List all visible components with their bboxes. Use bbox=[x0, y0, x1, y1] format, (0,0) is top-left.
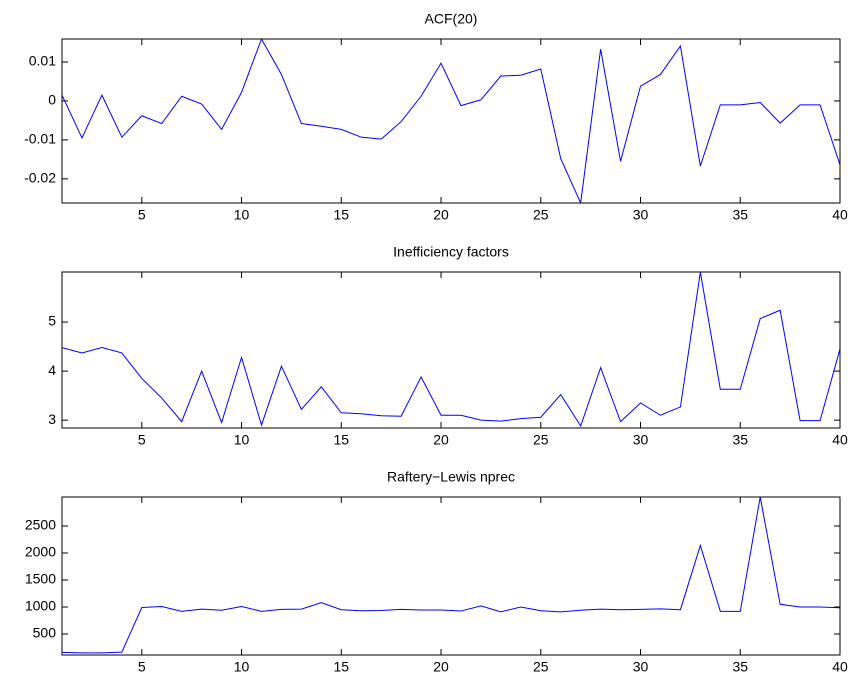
chart-title: Inefficiency factors bbox=[393, 244, 509, 260]
y-tick-label: -0.01 bbox=[24, 131, 56, 147]
y-tick-label: 1000 bbox=[25, 598, 56, 614]
x-tick-label: 5 bbox=[138, 659, 146, 675]
x-tick-label: 25 bbox=[533, 207, 549, 223]
x-tick-label: 5 bbox=[138, 432, 146, 448]
x-tick-label: 25 bbox=[533, 432, 549, 448]
chart-title: ACF(20) bbox=[425, 11, 478, 27]
y-tick-label: 2500 bbox=[25, 517, 56, 533]
y-tick-label: 0.01 bbox=[29, 53, 56, 69]
x-tick-label: 10 bbox=[234, 432, 250, 448]
data-line bbox=[62, 497, 840, 654]
x-tick-label: 35 bbox=[732, 432, 748, 448]
x-tick-label: 20 bbox=[433, 659, 449, 675]
x-tick-label: 30 bbox=[633, 432, 649, 448]
x-tick-label: 35 bbox=[732, 659, 748, 675]
y-tick-label: 2000 bbox=[25, 544, 56, 560]
data-line bbox=[62, 272, 840, 428]
y-tick-label: 5 bbox=[48, 313, 56, 329]
x-tick-label: 35 bbox=[732, 207, 748, 223]
x-tick-label: 20 bbox=[433, 432, 449, 448]
x-tick-label: 10 bbox=[234, 659, 250, 675]
axes-box bbox=[61, 271, 841, 429]
x-tick-label: 40 bbox=[832, 659, 848, 675]
y-tick-label: 500 bbox=[33, 625, 57, 641]
x-tick-label: 25 bbox=[533, 659, 549, 675]
y-tick-label: -0.02 bbox=[24, 170, 56, 186]
x-tick-label: 15 bbox=[333, 207, 349, 223]
x-tick-label: 5 bbox=[138, 207, 146, 223]
data-line bbox=[62, 39, 840, 203]
axes-box bbox=[61, 38, 841, 204]
x-tick-label: 30 bbox=[633, 207, 649, 223]
x-tick-label: 40 bbox=[832, 207, 848, 223]
x-tick-label: 15 bbox=[333, 432, 349, 448]
y-tick-label: 3 bbox=[48, 411, 56, 427]
x-tick-label: 20 bbox=[433, 207, 449, 223]
x-tick-label: 15 bbox=[333, 659, 349, 675]
x-tick-label: 40 bbox=[832, 432, 848, 448]
y-tick-label: 1500 bbox=[25, 571, 56, 587]
axes-box bbox=[61, 496, 841, 656]
x-tick-label: 10 bbox=[234, 207, 250, 223]
y-tick-label: 4 bbox=[48, 362, 56, 378]
x-tick-label: 30 bbox=[633, 659, 649, 675]
y-tick-label: 0 bbox=[48, 92, 56, 108]
chart-title: Raftery−Lewis nprec bbox=[387, 469, 515, 485]
